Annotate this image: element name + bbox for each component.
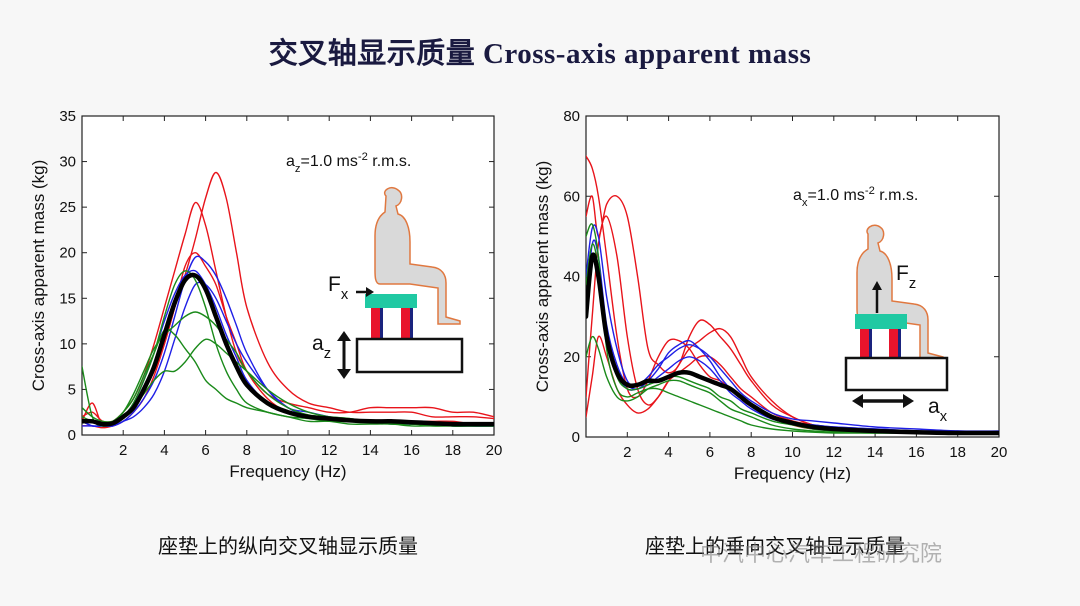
x-tick-label: 6 — [201, 442, 209, 459]
y-tick-label: 35 — [59, 108, 76, 125]
y-tick-label: 0 — [68, 427, 76, 444]
x-tick-label: 8 — [747, 444, 755, 461]
x-tick-label: 2 — [119, 442, 127, 459]
accel-arrowhead-right — [903, 394, 914, 408]
accel-arrowhead-up — [337, 331, 351, 341]
x-tick-label: 20 — [486, 442, 503, 459]
x-tick-label: 4 — [664, 444, 672, 461]
seat-diagram: Fz ax — [844, 224, 949, 425]
force-label: Fz — [896, 262, 916, 292]
platform — [844, 356, 949, 392]
y-tick-label: 10 — [59, 336, 76, 353]
series-group — [82, 171, 494, 429]
x-tick-label: 14 — [867, 444, 884, 461]
y-tick-label: 5 — [68, 381, 76, 398]
series-line-mean — [82, 272, 494, 427]
chart-right: 2 4 6 8 10 12 14 16 18 20 0 20 40 60 80 Frequency (Hz) C… — [533, 108, 1007, 483]
x-tick-label: 2 — [623, 444, 631, 461]
x-tick-label: 8 — [243, 442, 251, 459]
chart-left: 2 4 6 8 10 12 14 16 18 20 0 5 10 15 20 25 30 35 Frequency … — [29, 108, 502, 481]
series-line-green-1 — [586, 223, 999, 434]
y-tick-label: 80 — [563, 108, 580, 125]
x-tick-label: 20 — [991, 444, 1008, 461]
seat-support-left-stripe — [869, 329, 872, 359]
x-axis-label: Frequency (Hz) — [734, 464, 851, 483]
y-axis-label: Cross-axis apparent mass (kg) — [29, 160, 48, 391]
accel-label: az — [312, 332, 331, 362]
y-tick-label: 40 — [563, 269, 580, 286]
slide-title: 交叉轴显示质量 Cross-axis apparent mass — [268, 38, 812, 70]
watermark: 中汽中心汽车工程研究院 — [700, 542, 943, 567]
y-tick-label: 0 — [572, 429, 580, 446]
series-line-blue-1 — [586, 224, 999, 432]
x-tick-label: 4 — [160, 442, 168, 459]
seat-support-left-stripe — [380, 308, 383, 339]
seat-support-right-stripe — [410, 308, 413, 339]
accel-label: ax — [928, 395, 948, 425]
person-icon — [374, 186, 461, 325]
accel-arrowhead-left — [852, 394, 863, 408]
y-tick-label: 30 — [59, 154, 76, 171]
x-tick-label: 14 — [362, 442, 379, 459]
y-tick-label: 20 — [59, 245, 76, 262]
series-line-green-2 — [586, 335, 999, 434]
series-line-mean — [586, 252, 999, 436]
x-tick-label: 18 — [444, 442, 461, 459]
platform — [355, 337, 464, 374]
y-tick-label: 20 — [563, 349, 580, 366]
y-tick-label: 25 — [59, 199, 76, 216]
y-axis-label: Cross-axis apparent mass (kg) — [533, 161, 552, 392]
acceleration-annotation: ax=1.0 ms-2 r.m.s. — [793, 185, 918, 209]
force-arrowhead — [366, 287, 374, 297]
x-tick-label: 12 — [321, 442, 338, 459]
x-tick-label: 18 — [949, 444, 966, 461]
x-tick-label: 16 — [403, 442, 420, 459]
force-label: Fx — [328, 273, 349, 303]
caption-left: 座垫上的纵向交叉轴显示质量 — [158, 534, 418, 558]
accel-arrowhead-down — [337, 369, 351, 379]
seat-diagram: Fx az — [312, 186, 464, 379]
y-tick-label: 60 — [563, 188, 580, 205]
x-tick-label: 10 — [784, 444, 801, 461]
x-tick-label: 16 — [908, 444, 925, 461]
force-arrowhead — [872, 281, 882, 290]
y-tick-label: 15 — [59, 290, 76, 307]
series-group — [586, 155, 999, 436]
x-tick-label: 6 — [706, 444, 714, 461]
person-icon — [856, 224, 944, 361]
acceleration-annotation: az=1.0 ms-2 r.m.s. — [286, 151, 411, 175]
seat-support-right-stripe — [898, 329, 901, 359]
seat-cushion — [855, 314, 907, 329]
x-tick-label: 10 — [280, 442, 297, 459]
x-tick-label: 12 — [825, 444, 842, 461]
caption-right: 座垫上的垂向交叉轴显示质量 — [645, 534, 905, 558]
seat-cushion — [365, 294, 417, 308]
x-axis-label: Frequency (Hz) — [229, 462, 346, 481]
